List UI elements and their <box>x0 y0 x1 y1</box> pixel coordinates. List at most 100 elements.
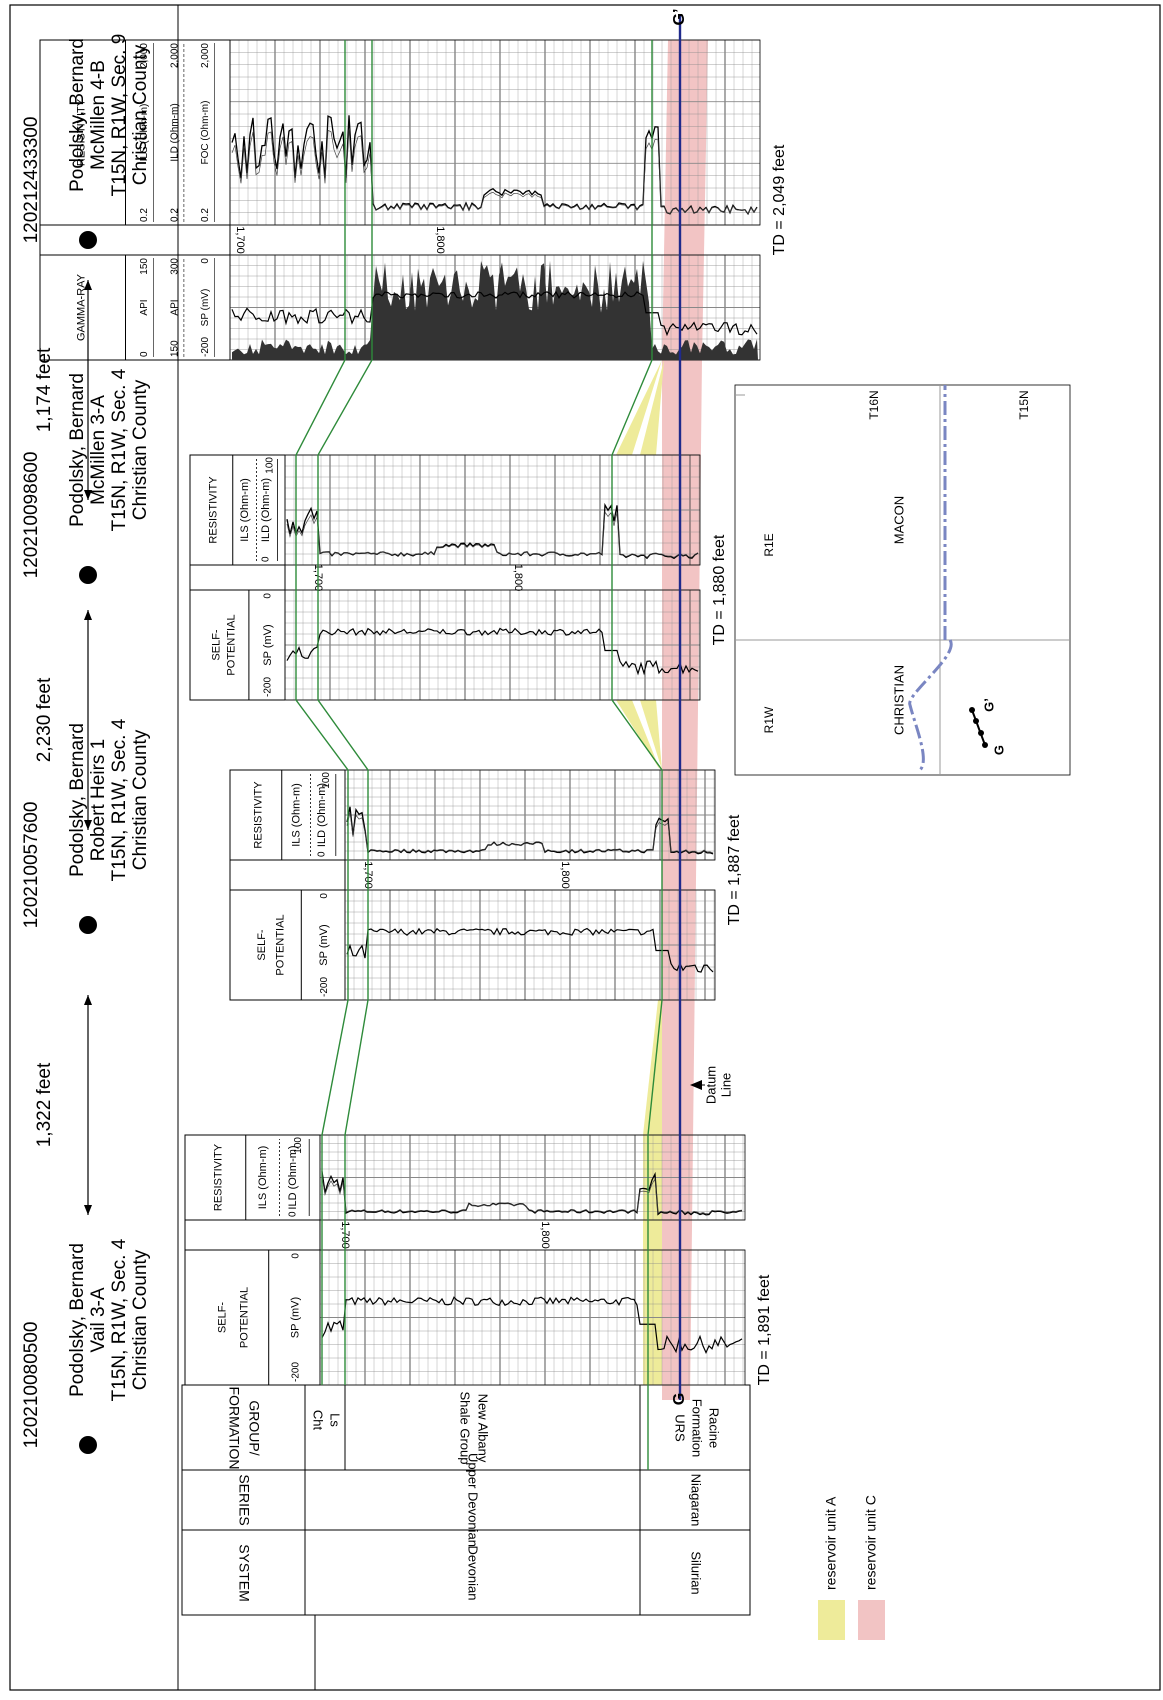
county-boundary <box>908 639 953 772</box>
reservoir-c-band <box>662 40 708 1400</box>
legend-label: reservoir unit A <box>823 1496 839 1590</box>
map-well <box>969 707 975 713</box>
curve-label: ILD (Ohm-m) <box>287 1145 299 1209</box>
datum-label: Datum <box>703 1066 718 1104</box>
well-county: Christian County <box>130 379 151 520</box>
well-symbol <box>79 916 97 934</box>
well-operator: Podolsky, Bernard <box>67 373 88 527</box>
reservoir-a-wedge <box>616 360 662 455</box>
map-township: T15N <box>1017 390 1031 419</box>
arrow-head <box>84 280 92 290</box>
system-cell: Silurian <box>689 1551 704 1594</box>
curve-label: SP (mV) <box>200 289 211 327</box>
series-cell: Upper Devonian <box>466 1453 481 1547</box>
total-depth: TD = 1,891 feet <box>756 1274 773 1385</box>
scale-label: 100 <box>321 772 332 789</box>
map-range: R1W <box>762 706 776 733</box>
well-distance: 1,322 feet <box>34 1062 55 1147</box>
map-well <box>973 718 979 724</box>
well-county: Christian County <box>130 1249 151 1390</box>
scale-label: 0 <box>200 258 211 264</box>
datum-label: Line <box>718 1073 733 1098</box>
correlation-line <box>611 40 663 1470</box>
scale-label: 0 <box>288 1211 299 1217</box>
log-body <box>284 454 701 566</box>
well-distance: 2,230 feet <box>34 677 55 762</box>
correlation-line <box>317 40 373 1385</box>
curve-label: API <box>170 299 181 315</box>
depth-label: 1,800 <box>512 564 524 592</box>
well-location: T15N, R1W, Sec. 4 <box>109 368 130 531</box>
log-curve <box>286 511 699 558</box>
log-title: SELF- <box>211 629 223 661</box>
log-body <box>344 769 716 861</box>
log-body <box>344 889 716 1001</box>
log-title: SELF- <box>256 929 268 961</box>
gamma-fill <box>232 260 758 360</box>
formation-cell: Shale Group <box>458 1392 473 1465</box>
log-curve <box>321 1176 743 1214</box>
well-distance: 1,174 feet <box>34 347 55 432</box>
curve-label: ILS (Ohm-m) <box>257 1146 269 1210</box>
well-county: Christian County <box>130 44 151 185</box>
arrow-head <box>84 995 92 1005</box>
well-operator: Podolsky, Bernard <box>67 1243 88 1397</box>
log-curve <box>286 627 699 676</box>
log-body <box>319 1134 746 1221</box>
outer-border <box>9 4 1161 1691</box>
column-header: SYSTEM <box>236 1544 252 1602</box>
scale-label: 0.2 <box>139 208 150 222</box>
scale-label: 2,000 <box>170 43 181 68</box>
scale-label: 0 <box>317 851 328 857</box>
formation-cell: Ls <box>328 1413 343 1427</box>
well-location: T15N, R1W, Sec. 4 <box>109 718 130 881</box>
column-header: SERIES <box>236 1474 252 1525</box>
well-api: 120210057600 <box>21 802 42 929</box>
curve-label: ILS (Ohm-m) <box>239 478 251 542</box>
curve-label: ILD (Ohm-m) <box>170 103 181 161</box>
depth-label: 1,700 <box>234 226 246 254</box>
total-depth: TD = 2,049 feet <box>771 144 788 255</box>
map-section-end: G’ <box>981 698 996 712</box>
well-symbol <box>79 566 97 584</box>
scale-label: -200 <box>319 977 330 997</box>
well-lease: McMillen 3-A <box>88 395 109 505</box>
section-end-label: G’ <box>671 9 688 26</box>
legend-swatch <box>818 1600 845 1640</box>
scale-label: 0 <box>290 1253 301 1259</box>
log-curve <box>231 129 758 215</box>
depth-label: 1,800 <box>559 861 571 889</box>
scale-label: SP (mV) <box>318 924 330 965</box>
depth-label: 1,800 <box>539 1221 551 1249</box>
log-title: POTENTIAL <box>275 914 287 975</box>
log-title: GAMMA-RAY <box>76 273 88 341</box>
scale-label: 100 <box>264 457 275 474</box>
log-curve <box>231 290 758 337</box>
total-depth: TD = 1,887 feet <box>726 814 743 925</box>
map-township: T16N <box>867 390 881 419</box>
curve-label: ILS (Ohm-m) <box>139 104 150 162</box>
map-range: R1E <box>762 533 776 556</box>
curve-label: ILD (Ohm-m) <box>316 783 328 847</box>
well-api: 120210098600 <box>21 452 42 579</box>
log-title: RESISTIVITY <box>76 98 88 166</box>
depth-label: 1,800 <box>434 226 446 254</box>
scale-label: 0.2 <box>200 208 211 222</box>
formation-cell: Cht <box>311 1410 326 1431</box>
scale-label: SP (mV) <box>262 624 274 665</box>
scale-label: SP (mV) <box>290 1297 302 1338</box>
scale-label: 0 <box>261 556 272 562</box>
scale-label: 150 <box>170 340 181 357</box>
column-header: FORMATION <box>226 1387 242 1470</box>
scale-label: 2,000 <box>200 43 211 68</box>
curve-label: FOC (Ohm-m) <box>200 101 211 165</box>
well-lease: Vail 3-A <box>88 1287 109 1352</box>
well-location: T15N, R1W, Sec. 9 <box>109 34 130 197</box>
reservoir-a-wedge <box>640 700 662 770</box>
well-location: T15N, R1W, Sec. 4 <box>109 1238 130 1401</box>
map-frame <box>734 384 1071 776</box>
log-curve <box>321 1296 743 1354</box>
log-title: POTENTIAL <box>226 614 238 675</box>
system-cell: Devonian <box>466 1546 481 1601</box>
